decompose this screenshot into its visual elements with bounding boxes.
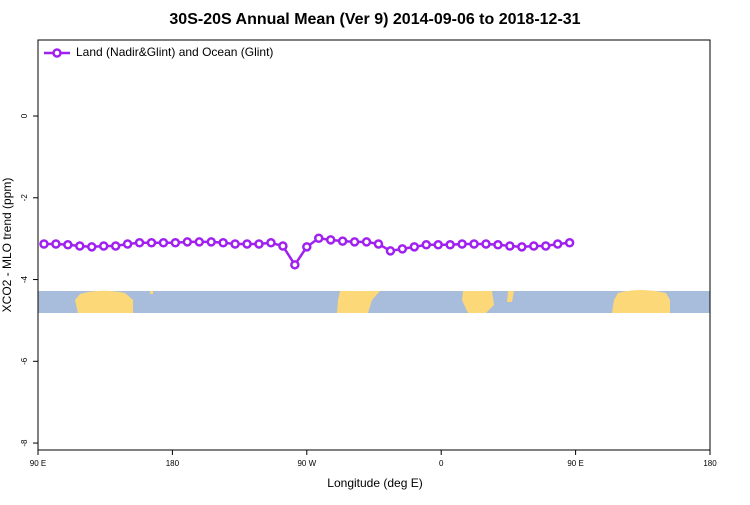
data-point [290,260,300,270]
data-point [457,239,467,249]
x-tick-label: 180 [166,459,180,468]
x-tick-label: 90 E [567,459,583,468]
y-tick-label: 0 [20,113,29,118]
plot-frame [37,39,711,451]
data-point [505,241,515,251]
legend-marker [52,48,62,58]
data-point [98,241,109,251]
data-point [254,239,264,249]
data-point [302,242,312,252]
data-point [206,237,216,247]
data-point [278,241,288,251]
x-tick-label: 0 [439,459,444,468]
data-point [75,241,85,251]
legend-label: Land (Nadir&Glint) and Ocean (Glint) [76,45,273,59]
x-tick-label: 180 [703,459,717,468]
data-point [385,246,396,256]
data-point [39,239,49,249]
y-tick-label: -8 [20,439,29,447]
data-point [146,238,157,248]
data-point [433,240,443,250]
x-tick-label: 90 E [30,459,46,468]
data-point [182,237,193,247]
data-point [552,239,563,249]
data-point [493,240,503,250]
map-strip [38,290,710,313]
data-point [517,242,527,252]
data-point [266,238,276,248]
data-point [87,242,97,252]
data-point [194,237,205,247]
data-point [421,240,432,250]
data-point [158,238,169,248]
data-point [469,239,479,249]
chart-title: 30S-20S Annual Mean (Ver 9) 2014-09-06 t… [169,11,580,28]
data-point [445,240,455,250]
data-point [170,238,181,248]
data-point [218,238,228,248]
data-point [409,242,420,252]
data-point [51,239,61,249]
y-tick-label: -2 [20,194,29,202]
data-point [337,236,348,246]
y-axis-label: XCO2 - MLO trend (ppm) [0,178,14,313]
data-point [397,244,408,254]
data-point [122,239,133,249]
data-point [325,235,336,245]
data-point [230,239,240,249]
data-point [63,240,73,250]
data-point [361,237,372,247]
data-point [564,238,575,248]
x-tick-label: 90 W [297,459,316,468]
data-point [313,233,324,244]
data-point [529,241,539,251]
data-point [242,239,252,249]
y-tick-label: -4 [20,275,29,283]
y-tick-label: -6 [20,357,29,365]
data-point [110,241,121,251]
data-point [540,241,551,251]
data-point [481,239,491,249]
data-point [349,237,360,247]
data-point [373,239,384,249]
data-point [134,238,145,248]
x-axis-label: Longitude (deg E) [327,476,422,490]
